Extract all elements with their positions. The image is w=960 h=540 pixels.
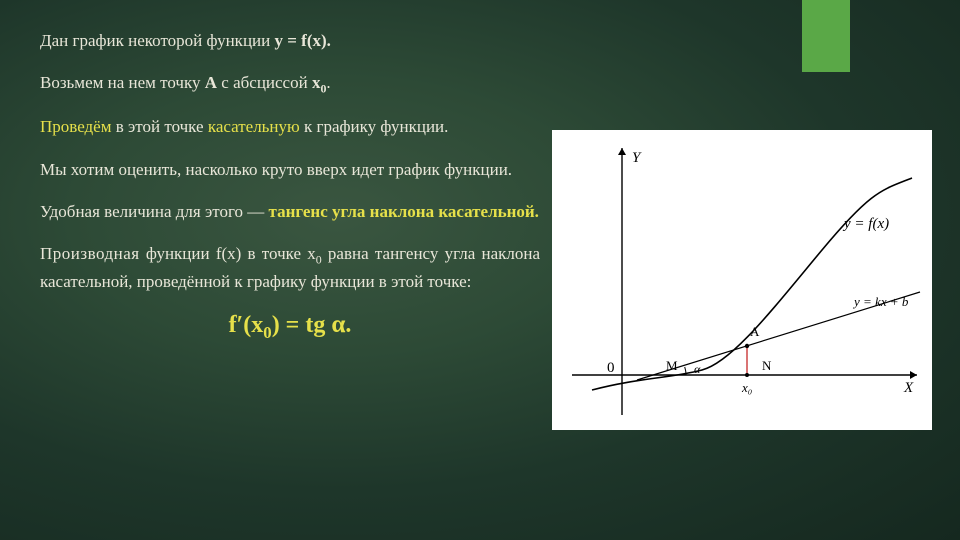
formula-alpha: α <box>331 311 345 338</box>
paragraph-6: Производная функции f(x) в точке x0 равн… <box>40 241 540 295</box>
slide: Дан график некоторой функции y = f(x). В… <box>0 0 960 540</box>
paragraph-5: Удобная величина для этого — тангенс угл… <box>40 199 540 225</box>
p2-c: с абсциссой <box>217 73 312 92</box>
svg-text:Y: Y <box>632 150 642 166</box>
p3-d: к графику функции. <box>300 117 449 136</box>
p5-a: Удобная величина для этого — <box>40 202 269 221</box>
svg-text:X: X <box>903 380 914 396</box>
p3-a: Проведём <box>40 117 111 136</box>
p3-b: в этой точке <box>111 117 207 136</box>
paragraph-3: Проведём в этой точке касательную к граф… <box>40 114 540 140</box>
p2-b: А <box>205 73 217 92</box>
svg-text:A: A <box>750 324 760 339</box>
accent-bar <box>802 0 850 72</box>
p1-text-b: y = f(x). <box>275 31 331 50</box>
p2-a: Возьмем на нем точку <box>40 73 205 92</box>
p2-f: . <box>326 73 330 92</box>
formula-lhs-a: f′(x <box>229 312 264 338</box>
paragraph-2: Возьмем на нем точку А с абсциссой x0. <box>40 70 540 98</box>
svg-text:M: M <box>666 358 678 373</box>
formula: f′(x0) = tg α. <box>40 311 540 343</box>
p6-a: Производная <box>40 244 140 263</box>
p3-c: касательную <box>208 117 300 136</box>
svg-text:x₀: x₀ <box>741 380 752 395</box>
svg-text:0: 0 <box>607 360 615 376</box>
text-column: Дан график некоторой функции y = f(x). В… <box>40 28 540 343</box>
p5-b: тангенс угла наклона касательной. <box>269 202 539 221</box>
svg-text:y = kx + b: y = kx + b <box>852 294 909 309</box>
svg-text:α: α <box>694 362 701 376</box>
formula-lhs-b: ) = tg <box>272 312 332 338</box>
svg-text:N: N <box>762 358 772 373</box>
paragraph-4: Мы хотим оценить, насколько круто вверх … <box>40 157 540 183</box>
formula-dot: . <box>345 312 351 338</box>
figure-svg: Y X 0 y = f(x) y = kx + b A M Nα x₀ <box>552 130 932 430</box>
paragraph-1: Дан график некоторой функции y = f(x). <box>40 28 540 54</box>
p1-text-a: Дан график некоторой функции <box>40 31 275 50</box>
tangent-figure: Y X 0 y = f(x) y = kx + b A M Nα x₀ <box>552 130 932 430</box>
p6-b: функции f(x) в точке x <box>140 244 316 263</box>
formula-sub: 0 <box>263 323 271 342</box>
svg-text:y = f(x): y = f(x) <box>842 216 889 232</box>
